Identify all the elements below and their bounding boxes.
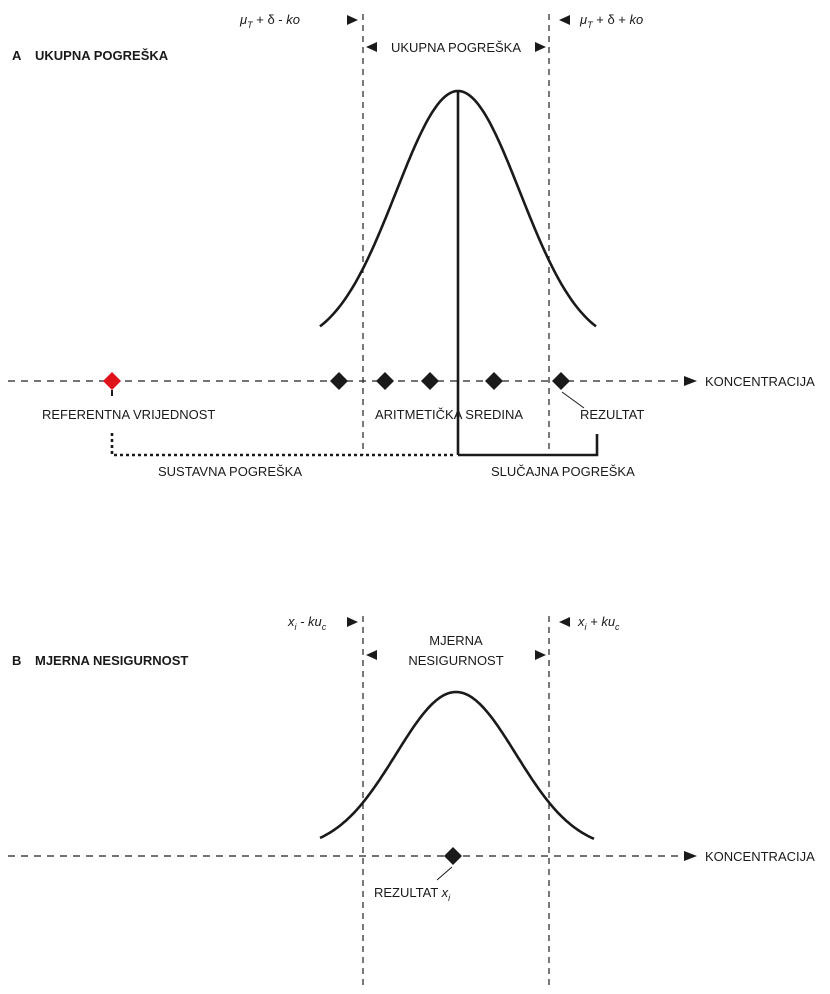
result-label: REZULTAT bbox=[374, 885, 442, 900]
bound-mu-sub: T bbox=[587, 20, 594, 30]
bound-ko: ko bbox=[286, 12, 300, 27]
result-leader-line bbox=[436, 866, 453, 881]
panel-a-letter: A bbox=[12, 48, 22, 63]
bound-x: x bbox=[287, 614, 295, 629]
bound-mu: μ bbox=[579, 12, 587, 27]
panel-b-axis-label: KONCENTRACIJA bbox=[705, 849, 815, 864]
panel-a-right-bound-label: μT + δ + ko bbox=[559, 12, 643, 30]
bound-mu-sub: T bbox=[247, 20, 254, 30]
measurement-marker bbox=[421, 372, 439, 390]
result-var-sub: i bbox=[448, 893, 451, 903]
result-marker bbox=[444, 847, 462, 865]
bound-mu: μ bbox=[239, 12, 247, 27]
panel-a: A UKUPNA POGREŠKA μT + δ - ko μT + δ + k… bbox=[8, 12, 815, 479]
svg-text:xi + kuc: xi + kuc bbox=[577, 614, 620, 632]
svg-text:REZULTAT xi: REZULTAT xi bbox=[374, 885, 451, 903]
bound-ku-sub: c bbox=[322, 622, 327, 632]
svg-text:xi - kuc: xi - kuc bbox=[287, 614, 327, 632]
bound-x-sub: i bbox=[295, 622, 298, 632]
reference-value-label: REFERENTNA VRIJEDNOST bbox=[42, 407, 215, 422]
distribution-curve bbox=[319, 89, 597, 328]
panel-b-span-label-line2: NESIGURNOST bbox=[408, 653, 503, 668]
span-left-arrow-icon bbox=[366, 650, 377, 660]
axis-arrow-icon bbox=[684, 851, 697, 861]
panel-b-right-bound-label: xi + kuc bbox=[559, 614, 620, 632]
panel-b: B MJERNA NESIGURNOST xi - kuc xi + kuc M… bbox=[8, 614, 815, 990]
svg-text:μT + δ - ko: μT + δ - ko bbox=[239, 12, 300, 30]
random-error-bracket bbox=[458, 434, 599, 457]
panel-b-title: MJERNA NESIGURNOST bbox=[35, 653, 188, 668]
measurement-marker bbox=[376, 372, 394, 390]
left-arrow-icon bbox=[559, 617, 570, 627]
panel-a-title: UKUPNA POGREŠKA bbox=[35, 48, 169, 63]
systematic-error-bracket bbox=[110, 433, 456, 457]
span-left-arrow-icon bbox=[366, 42, 377, 52]
result-leader-line bbox=[561, 391, 585, 409]
systematic-error-label: SUSTAVNA POGREŠKA bbox=[158, 464, 302, 479]
span-right-arrow-icon bbox=[535, 42, 546, 52]
panel-a-span-label: UKUPNA POGREŠKA bbox=[391, 40, 521, 55]
axis-arrow-icon bbox=[684, 376, 697, 386]
bound-x: x bbox=[577, 614, 585, 629]
measurement-marker bbox=[485, 372, 503, 390]
random-error-label: SLUČAJNA POGREŠKA bbox=[491, 464, 635, 479]
panel-a-left-bound-label: μT + δ - ko bbox=[239, 12, 358, 30]
bound-x-sub: i bbox=[585, 622, 588, 632]
right-arrow-icon bbox=[347, 15, 358, 25]
bound-delta-text: + δ + bbox=[593, 12, 630, 27]
bound-ku-text: - ku bbox=[297, 614, 322, 629]
mean-label: ARITMETIČKA SREDINA bbox=[375, 407, 523, 422]
bound-ko: ko bbox=[630, 12, 644, 27]
panel-a-axis-label: KONCENTRACIJA bbox=[705, 374, 815, 389]
svg-text:μT + δ + ko: μT + δ + ko bbox=[579, 12, 643, 30]
result-label: REZULTAT bbox=[580, 407, 644, 422]
bound-ku-text: + ku bbox=[587, 614, 616, 629]
bound-ku-sub: c bbox=[615, 622, 620, 632]
right-arrow-icon bbox=[347, 617, 358, 627]
distribution-curve bbox=[319, 690, 595, 840]
span-right-arrow-icon bbox=[535, 650, 546, 660]
panel-b-span-label-line1: MJERNA bbox=[429, 633, 483, 648]
bound-delta-text: + δ - bbox=[253, 12, 287, 27]
result-var: x bbox=[441, 885, 449, 900]
panel-b-letter: B bbox=[12, 653, 21, 668]
panel-b-left-bound-label: xi - kuc bbox=[287, 614, 358, 632]
left-arrow-icon bbox=[559, 15, 570, 25]
reference-value-marker bbox=[103, 372, 121, 390]
result-marker bbox=[552, 372, 570, 390]
measurement-marker bbox=[330, 372, 348, 390]
